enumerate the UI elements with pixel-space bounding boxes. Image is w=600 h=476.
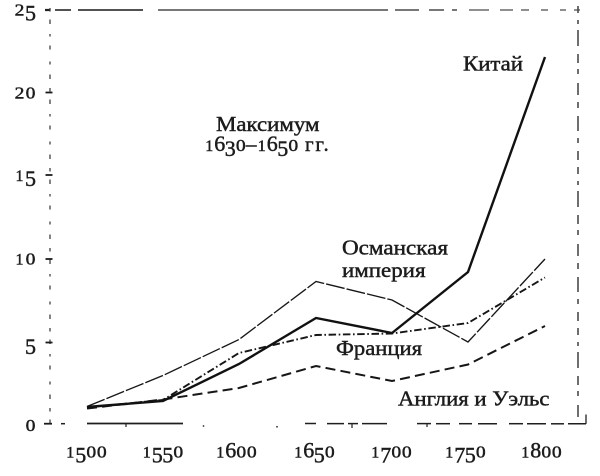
svg-text:Англия и Уэльс: Англия и Уэльс <box>398 387 550 411</box>
svg-text:6: 6 <box>225 438 236 463</box>
svg-text:1: 1 <box>16 168 24 185</box>
svg-text:5: 5 <box>162 443 173 468</box>
svg-text:0: 0 <box>476 443 486 462</box>
svg-text:5: 5 <box>277 136 288 161</box>
svg-text:1: 1 <box>294 445 302 462</box>
svg-text:6: 6 <box>267 131 278 156</box>
svg-text:Китай: Китай <box>463 52 523 76</box>
svg-text:0: 0 <box>288 136 298 155</box>
svg-text:8: 8 <box>530 438 541 463</box>
svg-text:5: 5 <box>25 166 36 191</box>
svg-text:7: 7 <box>454 443 465 468</box>
svg-text:1: 1 <box>66 445 74 462</box>
svg-text:7: 7 <box>380 443 391 468</box>
svg-text:0: 0 <box>26 250 36 269</box>
svg-text:6: 6 <box>303 438 314 463</box>
svg-text:империя: империя <box>342 258 426 282</box>
svg-text:1: 1 <box>258 138 266 155</box>
svg-text:0: 0 <box>391 443 401 462</box>
svg-text:0: 0 <box>26 416 36 435</box>
svg-text:–: – <box>245 132 257 156</box>
svg-text:5: 5 <box>25 1 36 26</box>
svg-text:1: 1 <box>371 445 379 462</box>
svg-text:0: 0 <box>26 84 36 103</box>
svg-text:0: 0 <box>86 443 96 462</box>
svg-text:Франция: Франция <box>336 336 422 360</box>
svg-text:0: 0 <box>97 443 107 462</box>
svg-text:0: 0 <box>402 443 412 462</box>
svg-text:0: 0 <box>236 136 246 155</box>
svg-text:6: 6 <box>214 131 225 156</box>
svg-text:1: 1 <box>521 445 529 462</box>
svg-text:5: 5 <box>314 443 325 468</box>
svg-text:Максимум: Максимум <box>216 112 320 136</box>
svg-text:0: 0 <box>236 443 246 462</box>
svg-text:1: 1 <box>143 445 151 462</box>
svg-text:1: 1 <box>216 445 224 462</box>
svg-text:0: 0 <box>247 443 257 462</box>
svg-text:0: 0 <box>325 443 335 462</box>
svg-text:Османская: Османская <box>342 236 448 260</box>
svg-text:5: 5 <box>465 443 476 468</box>
svg-text:3: 3 <box>225 136 236 161</box>
svg-text:1: 1 <box>16 252 24 269</box>
svg-text:0: 0 <box>173 443 183 462</box>
svg-text:5: 5 <box>152 443 163 468</box>
svg-text:0: 0 <box>541 443 551 462</box>
svg-text:2: 2 <box>15 84 25 103</box>
svg-text:гг.: гг. <box>305 132 331 156</box>
svg-text:5: 5 <box>75 443 86 468</box>
svg-text:5: 5 <box>25 334 36 359</box>
svg-text:1: 1 <box>205 138 213 155</box>
svg-text:2: 2 <box>15 1 25 20</box>
svg-text:0: 0 <box>552 443 562 462</box>
svg-text:1: 1 <box>445 445 453 462</box>
